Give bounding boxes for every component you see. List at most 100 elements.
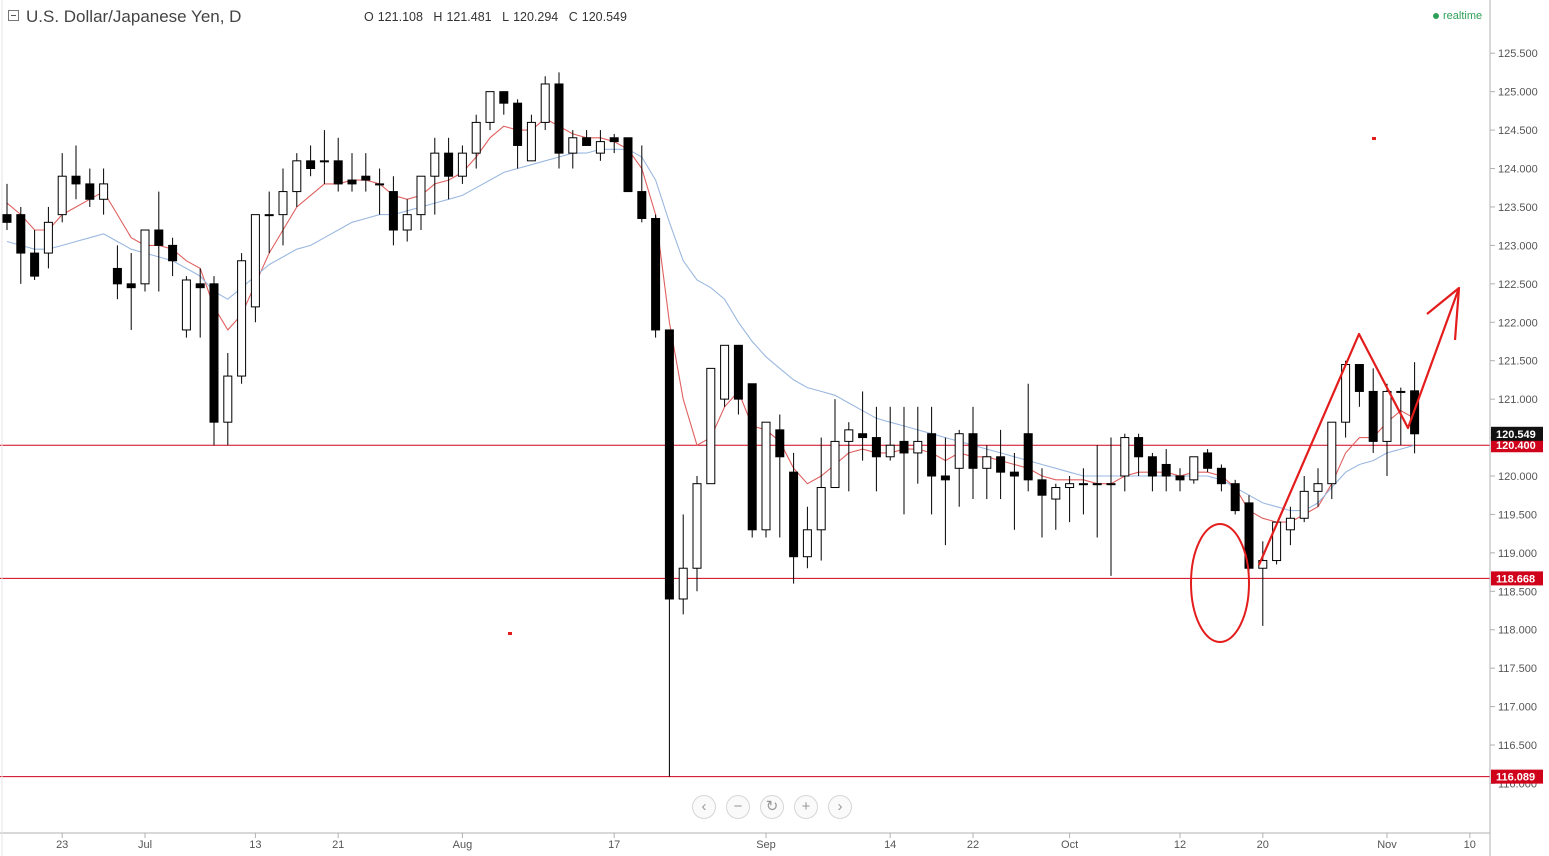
candle-body [30, 252, 40, 277]
candle [540, 76, 550, 131]
time-tick-label: 20 [1257, 839, 1269, 851]
candle [126, 253, 136, 330]
candle-body [1023, 433, 1033, 481]
candle [1147, 452, 1157, 492]
candle-body [1285, 517, 1295, 531]
candle-body [154, 229, 164, 246]
candle-body [733, 344, 743, 400]
candle [664, 329, 674, 777]
candle [1175, 468, 1185, 492]
open-label: O [364, 10, 374, 24]
candle [1299, 475, 1309, 523]
arrowhead-icon [1426, 286, 1461, 341]
last-price-label: 120.549 [1496, 429, 1536, 441]
candle [209, 276, 219, 446]
reset-button[interactable]: ↻ [760, 795, 784, 819]
candle [954, 429, 964, 507]
candle [181, 276, 191, 338]
candle [789, 452, 799, 584]
candle-body [968, 433, 978, 469]
candle [706, 367, 716, 485]
candle-body [223, 375, 233, 423]
close-label: C [568, 10, 578, 24]
candle-body [982, 456, 992, 469]
candle-body [706, 367, 716, 485]
candle [775, 414, 785, 538]
candle-body [1313, 483, 1323, 492]
candle-body [678, 567, 688, 600]
candle-body [112, 267, 122, 285]
candle [609, 133, 619, 154]
candle [1092, 445, 1102, 538]
candle [940, 437, 950, 546]
candle [996, 429, 1006, 500]
candle [85, 168, 95, 207]
highlight-ellipse [1190, 523, 1250, 643]
candle [140, 229, 150, 292]
time-tick-label: 17 [608, 839, 620, 851]
candle-body [1065, 483, 1075, 489]
candle [1354, 364, 1364, 407]
candle [830, 399, 840, 489]
candle-body [1134, 437, 1144, 458]
candle [250, 214, 260, 323]
zoom-out-button[interactable]: − [726, 795, 750, 819]
candle-body [816, 487, 826, 531]
candle-body [885, 444, 895, 458]
candle [57, 153, 67, 223]
candle-body [720, 344, 730, 400]
candle [747, 383, 757, 538]
candle [430, 137, 440, 215]
candle-body [402, 214, 412, 231]
candle-body [361, 175, 371, 181]
candle-body [568, 137, 578, 154]
candle [319, 130, 329, 184]
level-label: 116.089 [1496, 772, 1535, 784]
candle-body [1120, 437, 1130, 477]
scroll-right-button[interactable]: › [828, 795, 852, 819]
candle [1368, 368, 1378, 453]
candle-body [747, 383, 757, 531]
candle-body [499, 91, 509, 104]
candle-body [513, 102, 523, 146]
time-tick-label: Oct [1061, 839, 1078, 851]
candle [154, 191, 164, 292]
candle-body [789, 471, 799, 558]
zoom-in-button[interactable]: + [794, 795, 818, 819]
candle-body [430, 152, 440, 177]
collapse-legend-button[interactable] [8, 10, 19, 21]
candle-body [1175, 475, 1185, 481]
candle [1078, 468, 1088, 515]
candle-body [526, 121, 536, 162]
candle-body [664, 329, 674, 600]
candle-body [913, 440, 923, 454]
level-label: 118.668 [1496, 573, 1535, 585]
realtime-indicator: realtime [1433, 10, 1482, 22]
candle [899, 406, 909, 515]
candle-body [858, 433, 868, 439]
candle-body [457, 152, 467, 177]
high-value: 121.481 [446, 10, 492, 24]
candle-body [1382, 390, 1392, 442]
candle-body [209, 283, 219, 423]
time-tick-label: Nov [1377, 839, 1397, 851]
candle [1285, 506, 1295, 546]
candle-body [99, 183, 109, 200]
candle-body [1078, 483, 1088, 486]
candle-body [830, 440, 840, 489]
candle-body [485, 91, 495, 123]
candle [347, 153, 357, 192]
candle-body [651, 217, 661, 331]
candle-body [168, 244, 178, 262]
candle [802, 506, 812, 569]
candle-body [637, 191, 647, 219]
candle [1327, 421, 1337, 500]
price-tick-label: 124.500 [1498, 125, 1538, 137]
candle [223, 353, 233, 446]
candle-body [554, 83, 564, 154]
scroll-left-button[interactable]: ‹ [692, 795, 716, 819]
candle [471, 114, 481, 169]
candle [485, 91, 495, 131]
price-tick-label: 122.000 [1498, 317, 1538, 329]
